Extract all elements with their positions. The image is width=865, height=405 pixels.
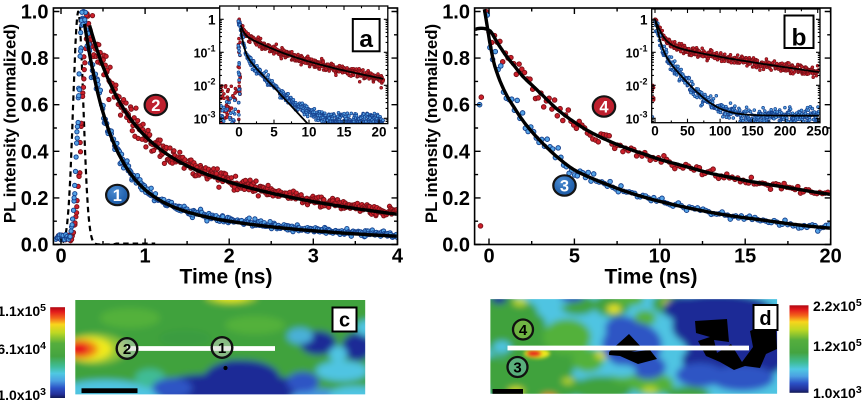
- svg-text:PL intensity (normalized): PL intensity (normalized): [422, 24, 441, 223]
- svg-text:100: 100: [709, 124, 732, 139]
- svg-text:2: 2: [151, 97, 160, 115]
- svg-text:20: 20: [819, 246, 841, 268]
- svg-text:Time (ns): Time (ns): [180, 266, 273, 289]
- svg-text:5: 5: [270, 125, 278, 140]
- svg-text:150: 150: [741, 124, 764, 139]
- svg-text:1.0x103: 1.0x103: [0, 386, 46, 403]
- svg-text:1: 1: [218, 340, 226, 357]
- svg-text:3: 3: [560, 177, 569, 195]
- svg-text:0: 0: [483, 246, 494, 268]
- svg-text:Time (ns): Time (ns): [605, 266, 698, 289]
- svg-text:1.0x103: 1.0x103: [813, 384, 862, 401]
- svg-text:0.8: 0.8: [442, 48, 470, 70]
- svg-text:1.0: 1.0: [21, 2, 49, 24]
- svg-text:0.0: 0.0: [21, 235, 49, 257]
- svg-text:0.4: 0.4: [21, 141, 50, 163]
- svg-text:2: 2: [123, 341, 131, 358]
- svg-text:1: 1: [640, 12, 648, 27]
- svg-text:50: 50: [680, 124, 695, 139]
- svg-text:2.2x105: 2.2x105: [813, 297, 862, 314]
- svg-text:1.1x105: 1.1x105: [0, 302, 46, 319]
- svg-text:b: b: [792, 24, 807, 51]
- svg-text:0.6: 0.6: [21, 95, 49, 117]
- svg-text:4: 4: [392, 246, 404, 268]
- svg-text:c: c: [339, 310, 350, 332]
- svg-text:1: 1: [113, 187, 122, 205]
- svg-text:1.2x105: 1.2x105: [813, 337, 862, 354]
- svg-text:200: 200: [774, 124, 797, 139]
- svg-text:10: 10: [649, 246, 671, 268]
- svg-text:1.0: 1.0: [442, 2, 470, 24]
- svg-text:0.4: 0.4: [442, 141, 471, 163]
- svg-text:1: 1: [140, 246, 151, 268]
- svg-text:4: 4: [599, 98, 609, 116]
- svg-text:PL intensity (normalized): PL intensity (normalized): [1, 24, 20, 223]
- svg-text:0.0: 0.0: [442, 235, 470, 257]
- svg-text:d: d: [759, 308, 771, 330]
- svg-text:0: 0: [651, 124, 659, 139]
- svg-text:6.1x104: 6.1x104: [0, 340, 46, 357]
- svg-text:4: 4: [519, 322, 528, 339]
- svg-text:1: 1: [208, 12, 216, 27]
- svg-text:2: 2: [224, 246, 235, 268]
- svg-text:5: 5: [569, 246, 580, 268]
- svg-text:0.2: 0.2: [442, 188, 470, 210]
- svg-text:15: 15: [734, 246, 756, 268]
- svg-text:10: 10: [301, 125, 316, 140]
- svg-text:0.8: 0.8: [21, 48, 49, 70]
- svg-text:15: 15: [336, 125, 352, 140]
- svg-text:a: a: [359, 26, 373, 53]
- svg-text:0.2: 0.2: [21, 188, 49, 210]
- svg-text:20: 20: [371, 125, 386, 140]
- svg-text:250: 250: [806, 124, 829, 139]
- svg-text:0: 0: [235, 125, 243, 140]
- svg-text:0: 0: [55, 246, 66, 268]
- svg-text:0.6: 0.6: [442, 95, 470, 117]
- svg-text:3: 3: [513, 360, 521, 377]
- svg-text:3: 3: [308, 246, 319, 268]
